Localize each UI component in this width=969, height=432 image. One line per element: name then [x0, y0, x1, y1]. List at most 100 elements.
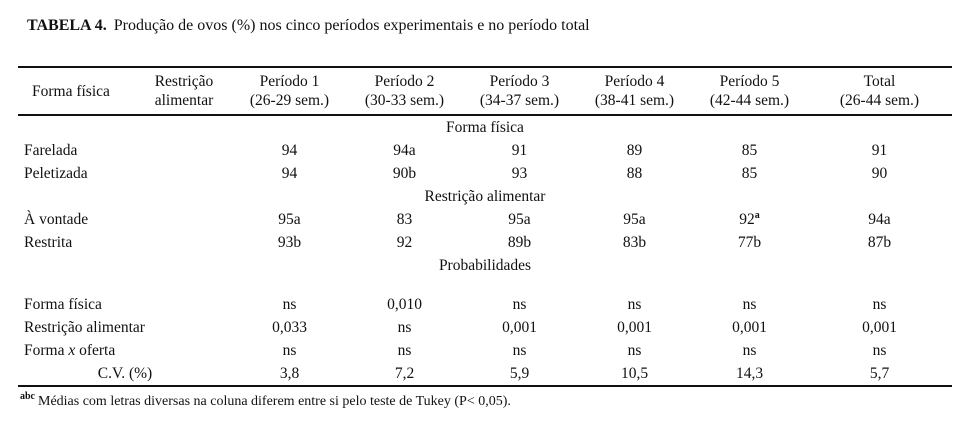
column-header-sublabel: (30-33 sem.) [364, 92, 445, 109]
column-header-sublabel: (26-44 sem.) [839, 92, 920, 109]
column-header-total: Total (26-44 sem.) [807, 67, 952, 116]
table-footnote: abc Médias com letras diversas na coluna … [20, 391, 969, 411]
row-label-cv: C.V. (%) [97, 365, 153, 382]
table-cell: 94 [281, 142, 298, 159]
table-cell: 7,2 [394, 365, 415, 382]
column-header-forma-fisica: Forma física [18, 67, 136, 116]
spacer-cell [18, 277, 952, 293]
cell-value: 92 [739, 211, 755, 228]
table-cell: 0,001 [617, 319, 652, 336]
table-cell: 85 [741, 142, 758, 159]
table-cell: 91 [871, 142, 888, 159]
column-header-sublabel: (38-41 sem.) [594, 92, 675, 109]
table-cell: ns [282, 342, 297, 359]
table-cell: ns [512, 296, 527, 313]
table-cell: 89b [507, 234, 532, 251]
table-cell: 94a [393, 142, 416, 159]
table-caption-number: TABELA 4. [27, 17, 107, 34]
column-header-label: Período 2 [374, 73, 435, 90]
column-header-label: Período 3 [489, 73, 550, 90]
table-cell: 93b [277, 234, 302, 251]
table-row-prob-restricao-alimentar: Restrição alimentar 0,033 ns 0,001 0,001… [18, 316, 952, 339]
row-label: Restrição alimentar [24, 319, 145, 336]
table-cell: 95a [278, 211, 301, 228]
column-header-label: Período 5 [719, 73, 780, 90]
column-header-sublabel: (34-37 sem.) [479, 92, 560, 109]
table-cell: 14,3 [735, 365, 764, 382]
row-label: Peletizada [24, 165, 88, 182]
table-row-cv: C.V. (%) 3,8 7,2 5,9 10,5 14,3 5,7 [18, 362, 952, 386]
section-heading-row: Restrição alimentar [18, 185, 952, 208]
header-row: Forma física Restrição alimentar Período… [18, 67, 952, 116]
column-header-sublabel: alimentar [154, 92, 214, 109]
table-cell: 88 [626, 165, 643, 182]
section-heading-row: Forma física [18, 115, 952, 139]
column-header-sublabel: (26-29 sem.) [249, 92, 330, 109]
column-header-periodo-1: Período 1 (26-29 sem.) [232, 67, 347, 116]
column-header-periodo-5: Período 5 (42-44 sem.) [692, 67, 807, 116]
table-row-farelada: Farelada 94 94a 91 89 85 91 [18, 139, 952, 162]
table-cell: 77b [737, 234, 762, 251]
column-header-label: Restrição [154, 73, 214, 90]
column-header-periodo-2: Período 2 (30-33 sem.) [347, 67, 462, 116]
table-cell: 87b [867, 234, 892, 251]
row-label: Forma x oferta [18, 339, 232, 362]
table-cell: 0,001 [502, 319, 537, 336]
column-header-label: Forma física [32, 82, 110, 100]
table-cell: 91 [511, 142, 528, 159]
data-table: Forma física Restrição alimentar Período… [18, 66, 952, 387]
table-cell: 92 [396, 234, 413, 251]
table-row-prob-forma-fisica: Forma física ns 0,010 ns ns ns ns [18, 293, 952, 316]
row-label: Farelada [24, 142, 78, 159]
table-row-a-vontade: À vontade 95a 83 95a 95a 92a 94a [18, 208, 952, 231]
table-cell: 94a [868, 211, 891, 228]
table-cell: 85 [741, 165, 758, 182]
table-cell: 95a [508, 211, 531, 228]
table-cell: 0,033 [272, 319, 307, 336]
table-cell: ns [872, 296, 887, 313]
table-cell: ns [627, 296, 642, 313]
table-cell: 89 [626, 142, 643, 159]
table-cell: 94 [281, 165, 298, 182]
table-row-restrita: Restrita 93b 92 89b 83b 77b 87b [18, 231, 952, 254]
table-cell: 0,001 [732, 319, 767, 336]
table-cell: ns [282, 296, 297, 313]
table-cell: 3,8 [279, 365, 300, 382]
table-cell: ns [397, 342, 412, 359]
table-row-prob-forma-x-oferta: Forma x oferta ns ns ns ns ns ns [18, 339, 952, 362]
section-heading-probabilidades: Probabilidades [438, 257, 532, 274]
table-cell: ns [512, 342, 527, 359]
table-cell: 5,7 [869, 365, 890, 382]
row-label-part: Forma [24, 342, 69, 359]
column-header-label: Total [863, 73, 896, 90]
table-cell: 0,001 [862, 319, 897, 336]
table-cell: 93 [511, 165, 528, 182]
footnote-superscript: abc [20, 391, 35, 403]
row-label: À vontade [24, 211, 89, 228]
section-heading-row: Probabilidades [18, 254, 952, 277]
section-heading-forma-fisica: Forma física [446, 119, 524, 136]
column-header-label: Período 4 [604, 73, 665, 90]
table-caption: TABELA 4. Produção de ovos (%) nos cinco … [0, 0, 969, 36]
table-cell: 0,010 [387, 296, 422, 313]
table-cell: 92a [692, 208, 807, 231]
column-header-periodo-4: Período 4 (38-41 sem.) [577, 67, 692, 116]
table-cell: 83 [396, 211, 413, 228]
column-header-periodo-3: Período 3 (34-37 sem.) [462, 67, 577, 116]
footnote-text: Médias com letras diversas na coluna dif… [38, 394, 511, 409]
table-cell: 90 [871, 165, 888, 182]
table-cell: 90b [392, 165, 417, 182]
table-cell: ns [742, 296, 757, 313]
table-cell: 5,9 [509, 365, 530, 382]
table-cell: 95a [623, 211, 646, 228]
column-header-label: Período 1 [259, 73, 320, 90]
table-cell: ns [627, 342, 642, 359]
spacer-row [18, 277, 952, 293]
table-cell: ns [742, 342, 757, 359]
superscript-letter: a [754, 209, 760, 221]
column-header-restricao-alimentar: Restrição alimentar [136, 67, 232, 116]
row-label-part: oferta [75, 342, 116, 359]
section-heading-restricao-alimentar: Restrição alimentar [424, 188, 546, 205]
table-caption-text: Produção de ovos (%) nos cinco períodos … [113, 17, 590, 34]
